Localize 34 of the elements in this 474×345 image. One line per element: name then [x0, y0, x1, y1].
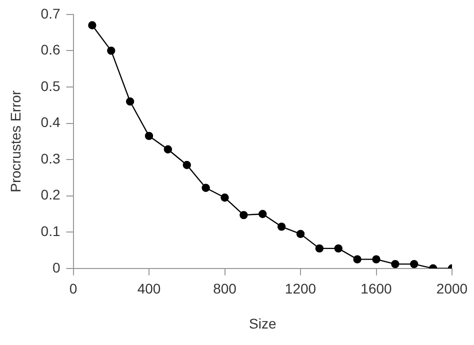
- y-tick-label: 0.6: [40, 42, 60, 58]
- point: [220, 194, 229, 202]
- point: [296, 230, 305, 238]
- point: [258, 210, 267, 218]
- x-tick-label: 800: [213, 280, 237, 297]
- x-axis-title: Size: [249, 315, 276, 332]
- point: [410, 260, 418, 268]
- x-tick-label: 2000: [436, 280, 468, 297]
- y-tick-label: 0.3: [40, 150, 60, 166]
- x-tick-label: 1200: [284, 280, 316, 297]
- point: [182, 160, 191, 170]
- y-tick-label: 0: [52, 259, 60, 276]
- y-tick-label: 0.7: [40, 5, 60, 22]
- point: [107, 46, 116, 55]
- point: [391, 260, 400, 268]
- point: [334, 244, 342, 253]
- point: [372, 255, 380, 264]
- point: [202, 184, 210, 192]
- y-axis-title: Procrustes Error: [7, 90, 24, 192]
- point: [353, 255, 362, 264]
- point: [164, 145, 172, 154]
- point: [126, 97, 134, 106]
- point: [88, 21, 96, 30]
- point: [240, 210, 248, 220]
- y-tick-label: 0.2: [40, 186, 60, 203]
- y-tick-label: 0.5: [40, 78, 60, 94]
- y-tick-label: 0.1: [40, 222, 60, 239]
- x-tick-label: 400: [137, 280, 161, 297]
- point: [277, 222, 286, 231]
- y-tick-label: 0.4: [40, 114, 60, 130]
- x-tick-label: 0: [69, 280, 78, 297]
- x-tick-label: 1600: [360, 280, 392, 297]
- point: [144, 132, 154, 140]
- point: [315, 244, 324, 253]
